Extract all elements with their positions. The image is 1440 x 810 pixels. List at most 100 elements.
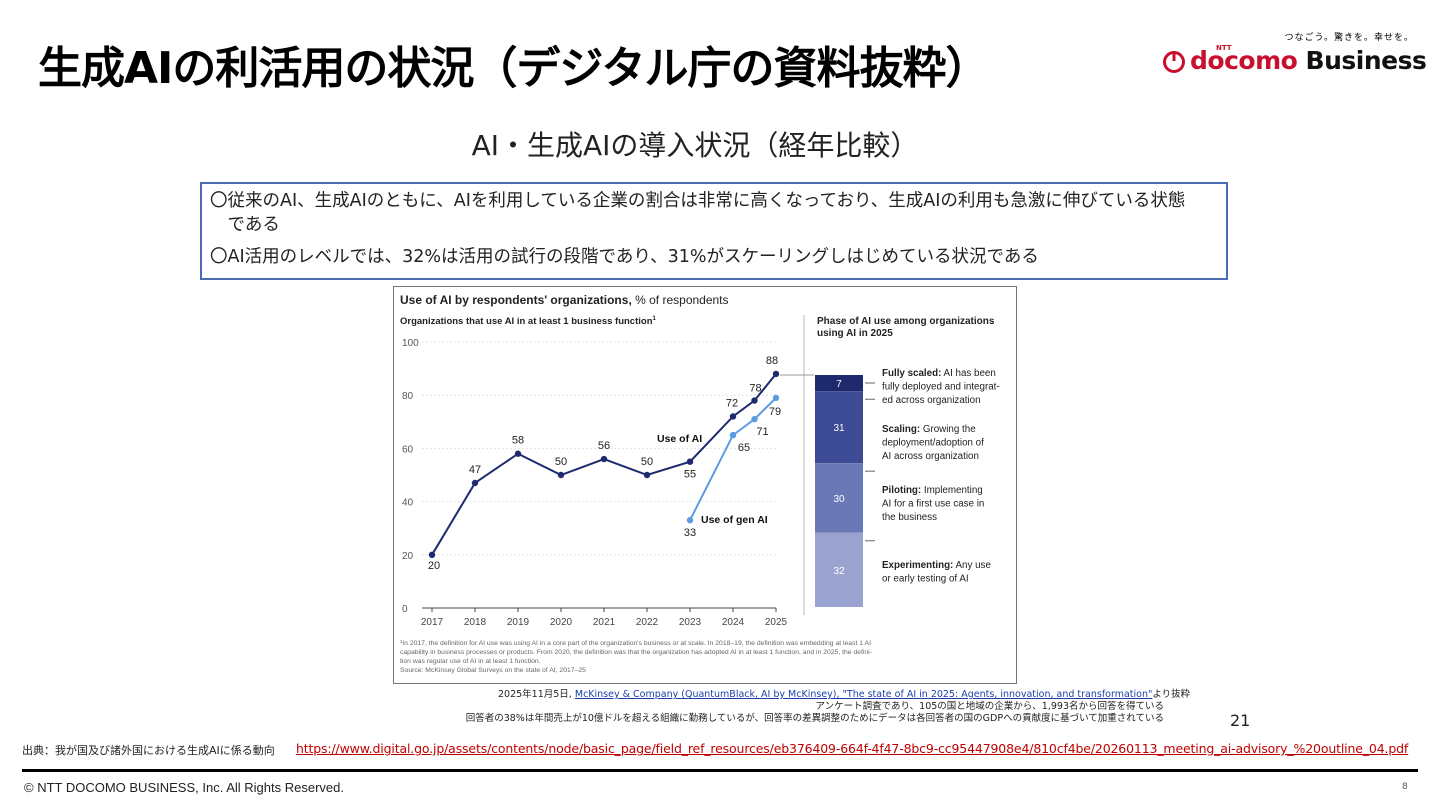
- docomo-circle-logo-icon: [1163, 51, 1185, 73]
- logo-tagline: つなごう。驚きを。幸せを。: [1284, 33, 1414, 43]
- phase-desc-bold-3: Experimenting:: [882, 560, 953, 571]
- line-chart-grid: 0 20 40 60 80 100: [402, 338, 776, 615]
- phase-desc-rest-1: Growing the: [920, 424, 976, 435]
- data-label-ai-47: 47: [469, 464, 481, 476]
- slide-title: 生成AIの利活用の状況（デジタル庁の資料抜粋）: [38, 43, 990, 94]
- y-tick-label-20: 20: [402, 551, 414, 562]
- data-label-ai-50: 50: [555, 456, 567, 468]
- line-chart-subtitle: Organizations that use AI in at least 1 …: [400, 316, 657, 327]
- y-tick-label-0: 0: [402, 604, 408, 615]
- footnote-line-2: capability in business processes or prod…: [400, 649, 872, 656]
- data-label-ai-50: 50: [641, 456, 653, 468]
- phase-chart-title-2: using AI in 2025: [817, 328, 893, 339]
- point-genai-33: [686, 517, 694, 524]
- phase-desc-2-2: the business: [882, 512, 937, 523]
- caption-suffix: より抜粋: [1152, 689, 1191, 700]
- phase-desc-0-0: Fully scaled: AI has been: [882, 368, 996, 379]
- y-tick-label-80: 80: [402, 391, 414, 402]
- data-label-ai-88: 88: [766, 355, 778, 367]
- page-number: 8: [1402, 782, 1408, 792]
- data-label-ai-78: 78: [749, 383, 761, 395]
- point-ai-47: [471, 479, 479, 487]
- figure-caption-3: 回答者の38%は年間売上が10億ドルを超える組織に勤務しているが、回答率の差異調…: [465, 713, 1164, 724]
- caption-mckinsey-link[interactable]: McKinsey & Company (QuantumBlack, AI by …: [574, 689, 1153, 700]
- phase-value-experimenting: 32: [833, 566, 845, 577]
- point-ai-78: [751, 397, 758, 404]
- x-tick-label-2024: 2024: [722, 617, 745, 628]
- x-tick-label-2020: 2020: [550, 617, 573, 628]
- phase-value-piloting: 30: [833, 494, 845, 505]
- phase-segment-experimenting: [815, 532, 863, 607]
- phase-value-fully-scaled: 7: [836, 379, 842, 390]
- phase-desc-1-2: AI across organization: [882, 451, 979, 462]
- phase-desc-2-1: AI for a first use case in: [882, 499, 984, 510]
- summary-bullet-1-cont: である: [210, 215, 280, 235]
- point-ai-72: [729, 413, 737, 420]
- x-tick-label-2023: 2023: [679, 617, 702, 628]
- point-genai-71: [751, 415, 758, 423]
- line-chart-subtitle-text: Organizations that use AI in at least 1 …: [400, 316, 653, 327]
- logo-wordmark: docomo Business: [1190, 46, 1427, 75]
- data-label-genai-71: 71: [756, 426, 768, 438]
- summary-bullet-2: 〇AI活用のレベルでは、32%は活用の試行の段階であり、31%がスケーリングしは…: [210, 247, 1039, 267]
- y-tick-label-60: 60: [402, 444, 414, 455]
- chart-title-main: Use of AI by respondents' organizations,: [400, 293, 632, 307]
- phase-segment-scaling: [815, 391, 863, 464]
- point-ai-56: [600, 455, 608, 463]
- x-tick-label-2025: 2025: [765, 617, 788, 628]
- data-label-ai-20: 20: [428, 560, 440, 572]
- footnote-line-1: ¹In 2017, the definition for AI use was …: [400, 640, 871, 647]
- logo-docomo: docomo: [1190, 46, 1298, 75]
- data-label-genai-79: 79: [769, 406, 781, 418]
- phase-desc-bold-1: Scaling:: [882, 424, 920, 435]
- series-line-use-of-gen-ai: [689, 397, 777, 521]
- phase-desc-1-1: deployment/adoption of: [882, 438, 984, 449]
- x-tick-label-2019: 2019: [507, 617, 530, 628]
- line-chart-x-axis: 2017 2018 2019 2020 2021 2022 2023 2024 2025: [421, 608, 788, 628]
- phase-value-scaling: 31: [833, 423, 845, 434]
- legend-use-of-ai: Use of AI: [657, 433, 702, 445]
- phase-desc-bold-2: Piloting:: [882, 485, 921, 496]
- logo-ntt: NTT: [1216, 44, 1232, 52]
- figure-caption-2: アンケート調査であり、105の国と地域の企業から、1,993名から回答を得ている: [815, 701, 1164, 712]
- line-chart-subtitle-sup: 1: [653, 316, 657, 322]
- mckinsey-figure: Use of AI by respondents' organizations,…: [393, 286, 1017, 684]
- phase-desc-0-2: ed across organization: [882, 395, 981, 406]
- phase-chart-title-1: Phase of AI use among organizations: [817, 316, 995, 327]
- logo-business: Business: [1305, 46, 1427, 75]
- source-label: 出典：我が国及び諸外国における生成AIに係る動向: [22, 744, 275, 757]
- point-ai-58: [514, 450, 522, 457]
- summary-box: 〇従来のAI、生成AIのともに、AIを利用している企業の割合は非常に高くなってお…: [200, 182, 1228, 280]
- point-ai-20: [428, 551, 436, 558]
- phase-desc-rest-2: Implementing: [921, 485, 983, 496]
- footnote-source: Source: McKinsey Global Surveys on the s…: [400, 667, 586, 674]
- docomo-business-logo: つなごう。驚きを。幸せを。 NTT docomo Business: [1160, 30, 1427, 82]
- data-label-ai-56: 56: [598, 440, 610, 452]
- point-ai-50: [557, 471, 565, 479]
- data-label-genai-33: 33: [684, 527, 696, 539]
- data-label-genai-65: 65: [738, 442, 750, 454]
- legend-use-of-gen-ai: Use of gen AI: [701, 514, 768, 526]
- phase-desc-0-1: fully deployed and integrat-: [882, 382, 1000, 393]
- point-ai-50: [643, 471, 651, 479]
- footnote-line-3: tion was regular use of AI in at least 1…: [400, 658, 541, 665]
- ai-use-chart: Use of AI by respondents' organizations,…: [400, 293, 1000, 674]
- data-label-ai-72: 72: [726, 397, 738, 409]
- phase-desc-bold-0: Fully scaled:: [882, 368, 941, 379]
- inner-slide-number: 21: [1230, 711, 1251, 730]
- x-tick-label-2022: 2022: [636, 617, 659, 628]
- point-genai-65: [729, 431, 737, 439]
- x-tick-label-2017: 2017: [421, 617, 444, 628]
- series-line-use-of-ai: [431, 373, 777, 556]
- source-url-link[interactable]: https://www.digital.go.jp/assets/content…: [296, 741, 1409, 756]
- phase-desc-rest-0: AI has been: [941, 368, 995, 379]
- phase-segment-piloting: [815, 463, 863, 533]
- x-tick-label-2021: 2021: [593, 617, 616, 628]
- phase-desc-3-0: Experimenting: Any use: [882, 560, 991, 571]
- copyright: © NTT DOCOMO BUSINESS, Inc. All Rights R…: [24, 780, 344, 795]
- phase-segment-fully-scaled: [815, 375, 863, 392]
- slide-subtitle: AI・生成AIの導入状況（経年比較）: [471, 129, 919, 162]
- point-ai-55: [686, 458, 694, 465]
- y-tick-label-40: 40: [402, 498, 414, 509]
